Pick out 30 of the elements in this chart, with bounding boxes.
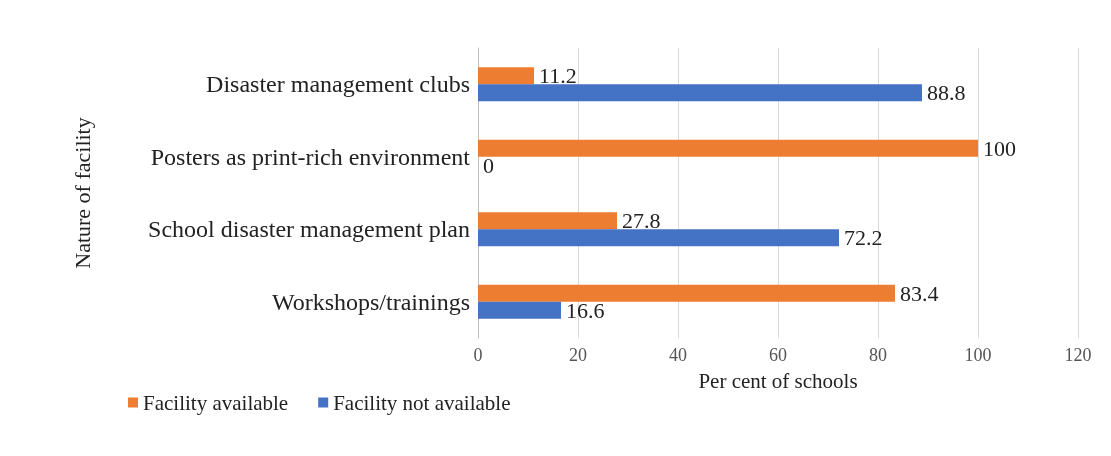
data-label: 100 [983, 135, 1016, 161]
data-label: 27.8 [622, 208, 661, 234]
data-label: 88.8 [927, 80, 966, 106]
legend-label: Facility available [143, 390, 289, 415]
data-label: 0 [483, 152, 494, 178]
bar [478, 84, 922, 102]
bar [478, 212, 617, 230]
data-label: 83.4 [900, 280, 939, 306]
x-tick-label: 20 [569, 345, 587, 365]
bar [478, 139, 978, 157]
bar [478, 284, 895, 302]
bar [478, 301, 561, 319]
legend-label: Facility not available [333, 390, 511, 415]
y-tick-label: Posters as print-rich environment [150, 143, 471, 170]
data-label: 72.2 [844, 225, 883, 251]
y-axis-title: Nature of facility [69, 117, 95, 269]
data-label: 16.6 [566, 297, 605, 323]
y-tick-label: Disaster management clubs [206, 71, 470, 98]
x-tick-label: 0 [473, 345, 483, 365]
x-tick-label: 60 [769, 345, 787, 365]
bar [478, 229, 839, 247]
y-tick-label: School disaster management plan [148, 216, 470, 243]
data-label: 11.2 [539, 63, 577, 89]
x-tick-label: 100 [964, 345, 992, 365]
y-tick-label: Workshops/trainings [271, 288, 470, 315]
bar [478, 67, 534, 85]
x-tick-label: 80 [869, 345, 887, 365]
x-tick-label: 40 [669, 345, 687, 365]
x-axis-title: Per cent of schools [698, 368, 858, 393]
x-tick-label: 120 [1064, 345, 1092, 365]
